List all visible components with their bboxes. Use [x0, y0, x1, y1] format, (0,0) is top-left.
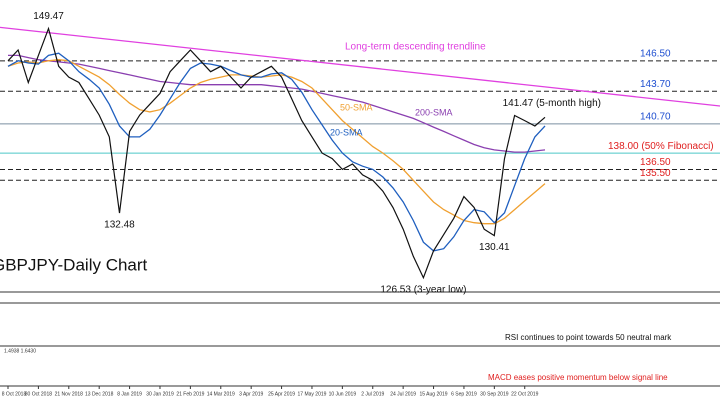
trendline-extension: [544, 86, 720, 107]
level-label: 136.50: [640, 157, 671, 168]
x-tick-label: 21 Nov 2018: [55, 391, 84, 397]
series-label: 50-SMA: [340, 102, 373, 112]
trendline-extension: [0, 26, 9, 29]
trendline: [7, 27, 546, 88]
price-annotation: 126.53 (3-year low): [380, 284, 466, 295]
x-tick-label: 14 Mar 2019: [207, 391, 235, 397]
x-tick-label: 8 Oct 2018: [2, 391, 27, 397]
x-tick-label: 21 Feb 2019: [176, 391, 204, 397]
macd-readout: 1.4938 1.6430: [4, 348, 36, 354]
level-label: 146.50: [640, 48, 671, 59]
price-annotation: 149.47: [33, 11, 64, 22]
rsi-note: RSI continues to point towards 50 neutra…: [505, 333, 672, 342]
price-annotation: 132.48: [104, 220, 135, 231]
level-label: 140.70: [640, 111, 671, 122]
x-tick-label: 17 May 2019: [298, 391, 327, 397]
chart-title: GBPJPY-Daily Chart: [0, 255, 148, 274]
x-tick-label: 10 Jun 2019: [329, 391, 357, 397]
series-label: 20-SMA: [330, 127, 363, 137]
x-tick-label: 22 Oct 2019: [511, 391, 538, 397]
x-tick-label: 13 Dec 2018: [85, 391, 114, 397]
x-tick-label: 24 Jul 2019: [390, 391, 416, 397]
series-label: 200-SMA: [415, 107, 453, 117]
x-tick-label: 30 Jan 2019: [146, 391, 174, 397]
x-tick-label: 30 Oct 2018: [25, 391, 52, 397]
price-annotation: 130.41: [479, 242, 510, 253]
price-annotation: 141.47 (5-month high): [503, 98, 601, 109]
x-tick-label: 6 Sep 2019: [451, 391, 477, 397]
x-tick-label: 3 Apr 2019: [239, 391, 263, 397]
x-tick-label: 15 Aug 2019: [420, 391, 448, 397]
price-line: [7, 26, 546, 280]
level-label: 143.70: [640, 79, 671, 90]
trendline-label: Long-term descending trendline: [345, 42, 486, 53]
level-label: 138.00 (50% Fibonacci): [608, 141, 714, 152]
macd-note: MACD eases positive momentum below signa…: [488, 373, 668, 382]
sma-line: [8, 54, 546, 153]
x-tick-label: 2 Jul 2019: [361, 391, 384, 397]
level-label: 135.50: [640, 168, 671, 179]
x-tick-label: 30 Sep 2019: [480, 391, 509, 397]
x-tick-label: 8 Jan 2019: [117, 391, 142, 397]
sma-line: [7, 52, 546, 252]
x-tick-label: 25 Apr 2019: [268, 391, 295, 397]
